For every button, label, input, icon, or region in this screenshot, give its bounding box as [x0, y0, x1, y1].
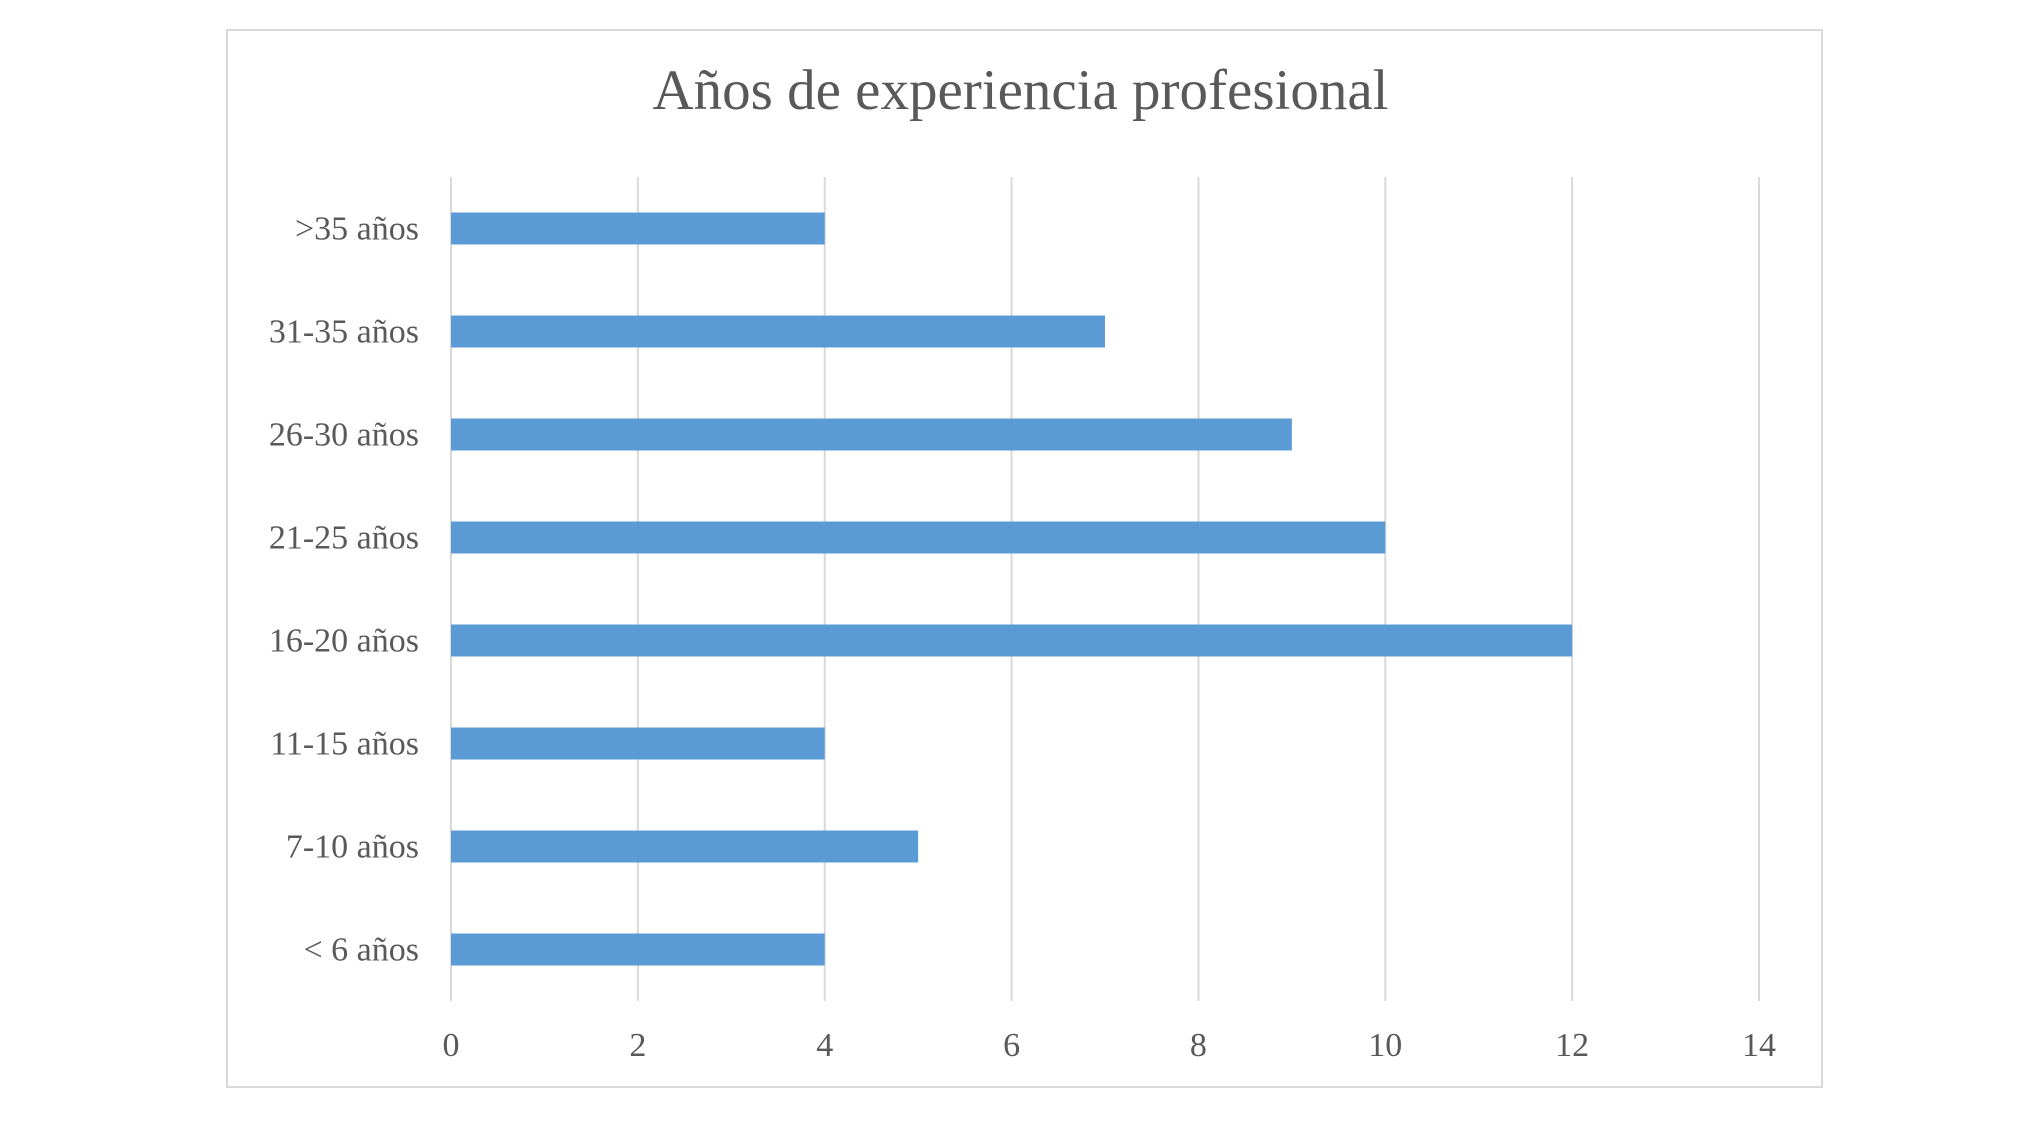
- x-tick-label: 12: [1555, 1027, 1589, 1064]
- x-tick-label: 8: [1190, 1027, 1207, 1064]
- chart-frame: [226, 29, 1823, 1088]
- chart-title: Años de experiencia profesional: [652, 59, 1389, 122]
- x-tick-label: 0: [443, 1027, 460, 1064]
- x-tick-label: 2: [629, 1027, 646, 1064]
- x-tick-label: 4: [816, 1027, 833, 1064]
- y-tick-label: 11-15 años: [270, 726, 419, 763]
- y-tick-label: 21-25 años: [269, 520, 419, 557]
- y-tick-label: < 6 años: [304, 932, 420, 969]
- bar: [451, 624, 1573, 657]
- x-tick-label: 10: [1368, 1027, 1402, 1064]
- bar: [451, 315, 1105, 348]
- y-tick-label: 26-30 años: [269, 417, 419, 454]
- bar: [451, 727, 825, 760]
- y-tick-label: 7-10 años: [286, 829, 419, 866]
- y-tick-label: 31-35 años: [269, 314, 419, 351]
- bar: [451, 418, 1292, 451]
- y-tick-label: 16-20 años: [269, 623, 419, 660]
- bar: [451, 933, 825, 966]
- y-tick-label: >35 años: [295, 211, 419, 248]
- x-tick-label: 14: [1742, 1027, 1776, 1064]
- bar: [451, 521, 1386, 554]
- bar: [451, 830, 919, 863]
- bar: [451, 212, 825, 245]
- x-tick-label: 6: [1003, 1027, 1020, 1064]
